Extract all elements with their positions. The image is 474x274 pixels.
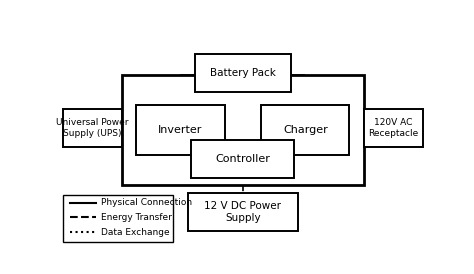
FancyBboxPatch shape: [137, 105, 225, 155]
Text: Data Exchange: Data Exchange: [101, 228, 170, 237]
Text: Controller: Controller: [216, 155, 270, 164]
FancyBboxPatch shape: [63, 109, 122, 147]
Text: 12 V DC Power
Supply: 12 V DC Power Supply: [204, 201, 282, 223]
FancyBboxPatch shape: [261, 105, 349, 155]
FancyBboxPatch shape: [195, 54, 291, 92]
FancyBboxPatch shape: [191, 141, 294, 178]
Text: Inverter: Inverter: [158, 125, 203, 135]
Text: Battery Pack: Battery Pack: [210, 68, 276, 78]
Text: Universal Power
Supply (UPS): Universal Power Supply (UPS): [56, 118, 128, 138]
FancyBboxPatch shape: [188, 193, 298, 231]
FancyBboxPatch shape: [364, 109, 423, 147]
Text: Physical Connection: Physical Connection: [101, 198, 192, 207]
FancyBboxPatch shape: [122, 75, 364, 185]
Text: Charger: Charger: [283, 125, 328, 135]
FancyBboxPatch shape: [63, 195, 173, 242]
Text: Energy Transfer: Energy Transfer: [101, 213, 173, 222]
Text: 120V AC
Receptacle: 120V AC Receptacle: [368, 118, 419, 138]
